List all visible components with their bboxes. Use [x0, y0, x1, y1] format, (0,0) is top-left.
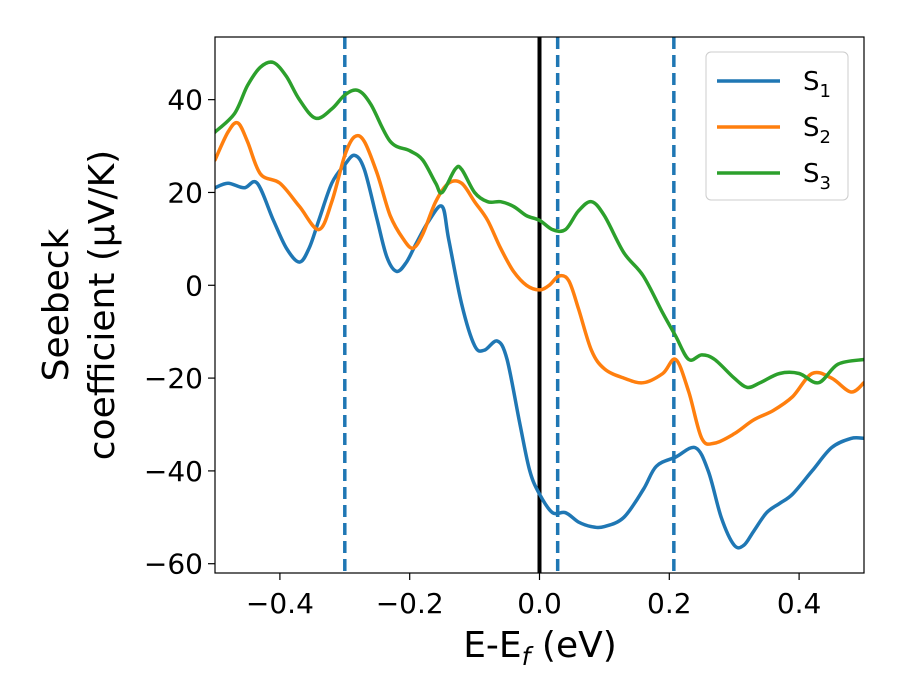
reference-lines: [343, 37, 676, 573]
y-axis-title-line1: Seebeck: [36, 228, 77, 381]
y-tick-label: −60: [144, 548, 203, 581]
y-tick-label: −20: [144, 362, 203, 395]
series-layer: [215, 60, 864, 550]
y-tick-label: 40: [167, 84, 203, 117]
y-tick-label: −40: [144, 455, 203, 488]
y-axis-title: Seebeck coefficient (μV/K): [36, 150, 123, 460]
legend-label-1: S1: [803, 67, 831, 102]
y-tick-label: 0: [185, 269, 203, 302]
series-line-1: [215, 153, 864, 550]
y-axis-title-line2: coefficient (μV/K): [82, 150, 123, 460]
legend-label-3: S3: [803, 159, 831, 194]
x-axis: −0.4 −0.2 0.0 0.2 0.4: [246, 573, 821, 620]
x-tick-label: 0.4: [777, 587, 822, 620]
x-tick-label: 0.2: [647, 587, 692, 620]
series-line-3: [215, 60, 864, 390]
legend: S1 S2 S3: [705, 51, 849, 201]
x-tick-label: −0.2: [376, 587, 444, 620]
legend-label-2: S2: [803, 113, 831, 148]
y-axis: −60 −40 −20 0 20 40: [144, 84, 215, 581]
x-axis-title: E-Ef (eV): [463, 625, 617, 671]
y-tick-label: 20: [167, 176, 203, 209]
x-tick-label: −0.4: [246, 587, 314, 620]
series-line-2: [215, 120, 864, 446]
x-tick-label: 0.0: [517, 587, 562, 620]
